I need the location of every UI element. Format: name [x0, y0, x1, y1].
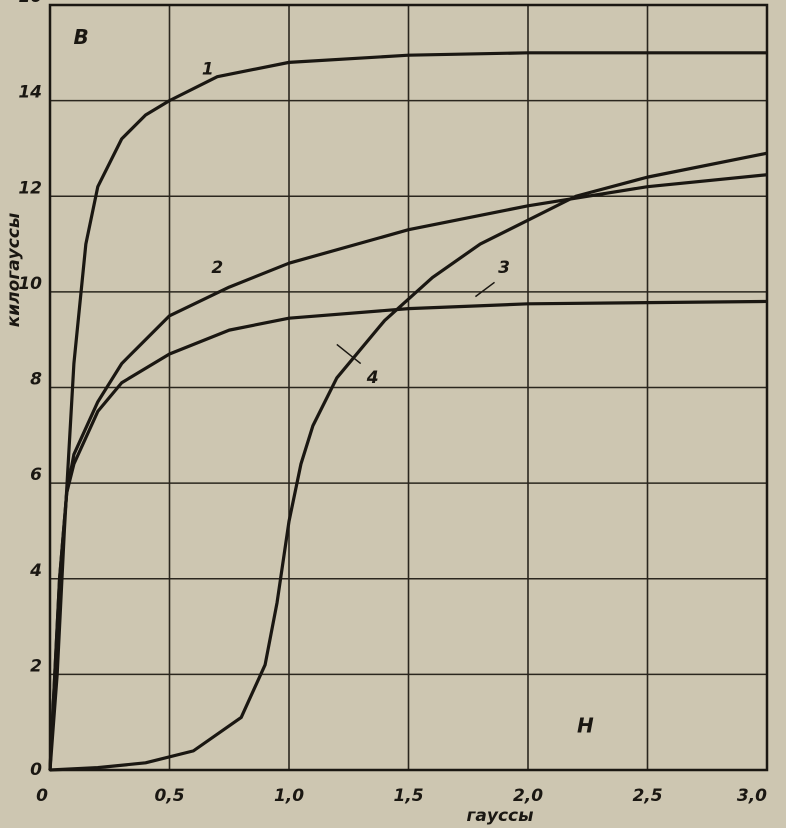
y-tick-label: 14: [18, 83, 42, 103]
curve-label: 2: [211, 258, 223, 278]
x-tick-label: 0,5: [154, 786, 184, 806]
y-tick-label: 12: [18, 178, 42, 198]
leader-line: [336, 343, 362, 365]
annotation: H: [577, 713, 594, 737]
y-tick-label: 4: [29, 561, 42, 581]
x-tick-label: 1,5: [393, 786, 423, 806]
curve-label: 4: [366, 368, 379, 388]
x-tick-label: 1,0: [274, 786, 304, 806]
x-tick-label: 2,0: [513, 786, 543, 806]
y-tick-label: 10: [18, 274, 42, 294]
y-tick-label: 2: [30, 656, 42, 676]
y-tick-label: 6: [30, 465, 42, 485]
y-axis-label: килогауссы: [4, 213, 24, 328]
y-tick-label: 16: [18, 0, 42, 7]
plot-frame: [48, 3, 769, 772]
curve: [48, 299, 768, 771]
x-axis-label: гауссы: [467, 806, 534, 826]
x-tick-label: 2,5: [632, 786, 662, 806]
curve-label: 1: [202, 60, 214, 80]
leader-line: [474, 281, 495, 298]
curve-label: 3: [498, 258, 510, 278]
annotation: B: [73, 25, 88, 49]
y-tick-label: 8: [30, 370, 42, 390]
x-tick-label: 3,0: [737, 786, 767, 806]
curve: [49, 151, 768, 772]
y-tick-label: 0: [30, 760, 42, 780]
x-tick-label: 0: [36, 786, 48, 806]
